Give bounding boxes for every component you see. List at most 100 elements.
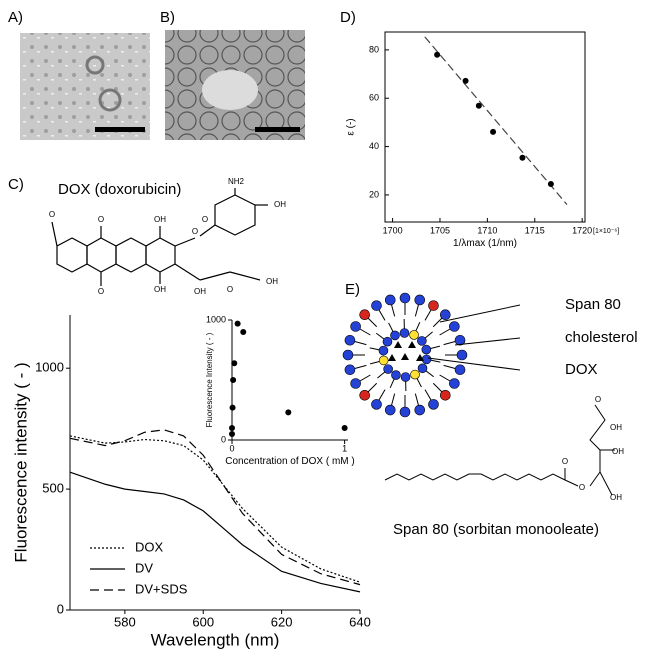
lipid-head: [456, 349, 468, 361]
lipid-tail: [377, 371, 386, 379]
label: Span 80: [565, 296, 621, 313]
lipid-tail: [367, 382, 378, 393]
lipid-head: [399, 328, 410, 338]
lipid-head: [449, 321, 460, 332]
lipid-head: [371, 399, 382, 410]
lipid-head: [414, 294, 426, 306]
lipid-tail: [376, 332, 385, 340]
x-tick-label: 580: [114, 614, 136, 629]
line: [69, 429, 361, 586]
lipid-head: [359, 390, 370, 401]
lipid-tail: [425, 370, 434, 378]
lipid-head: [371, 300, 382, 311]
atom-label: OH: [612, 447, 624, 456]
lipid-tail: [367, 317, 378, 328]
x-tick-label: 1700: [383, 225, 403, 235]
point: [475, 102, 482, 109]
lipid-tail: [439, 374, 451, 382]
lipid-head: [410, 369, 420, 380]
point: [234, 320, 241, 327]
atom-label: O: [98, 287, 104, 296]
y-tick-label: 1000: [35, 360, 64, 375]
lipid-head: [342, 349, 354, 361]
atom-label: O: [202, 215, 208, 224]
point: [285, 409, 292, 416]
atom-label: O: [227, 285, 233, 294]
lipid-tail: [391, 393, 396, 406]
callout: [427, 357, 521, 371]
lipid-head: [428, 300, 439, 311]
lipid-head: [449, 378, 460, 389]
point: [490, 128, 497, 135]
lipid-head: [378, 355, 389, 366]
dox-molecule: [394, 341, 402, 348]
lipid-tail: [369, 347, 380, 351]
lipid-tail: [354, 341, 367, 346]
dox-molecule: [401, 353, 409, 360]
lipid-tail: [424, 309, 432, 321]
lipid-head: [350, 321, 361, 332]
lipid-tail: [443, 341, 456, 346]
lipid-head: [400, 372, 411, 382]
y-tick-label: 80: [369, 44, 379, 54]
lipid-tail: [354, 364, 367, 369]
x-tick-label: 620: [271, 614, 293, 629]
line: [69, 435, 361, 583]
dox-molecule: [408, 341, 416, 348]
lipid-tail: [443, 364, 456, 369]
lipid-tail: [416, 377, 422, 388]
fit-line: [424, 36, 568, 205]
point: [547, 181, 554, 188]
callout: [439, 304, 521, 323]
lipid-head: [359, 309, 370, 320]
lipid-tail: [432, 382, 443, 393]
point: [519, 154, 526, 161]
atom-label: O: [595, 395, 601, 404]
vesicle: [85, 55, 105, 75]
point: [434, 51, 441, 58]
lipid-tail: [359, 328, 371, 336]
y-tick-label: 0: [221, 434, 226, 444]
x-tick-label: 1710: [477, 225, 497, 235]
y-tick-label: 0: [57, 601, 64, 616]
lipid-tail: [439, 328, 451, 336]
dox-molecule: [388, 354, 396, 361]
atom-label: O: [192, 227, 198, 236]
panel-label: A): [8, 9, 23, 26]
molecule-name: Span 80 (sorbitan monooleate): [393, 521, 599, 538]
lipid-head: [417, 363, 428, 374]
lipid-head: [428, 399, 439, 410]
lipid-tail: [388, 322, 394, 333]
lipid-head: [390, 330, 400, 341]
lipid-head: [440, 390, 451, 401]
label: cholesterol: [565, 329, 638, 346]
lipid-head: [383, 364, 393, 374]
x-tick-label: 0: [229, 443, 234, 453]
lipid-head: [399, 292, 411, 304]
lipid-tail: [424, 389, 432, 401]
doxorubicin-structure: [51, 188, 268, 286]
point: [231, 360, 238, 367]
x-tick-label: 1720: [572, 225, 592, 235]
lipid-tail: [414, 304, 419, 317]
y-axis-label: Fluorescence Intensity ( - ): [205, 332, 214, 427]
atom-label: OH: [266, 277, 278, 286]
line: [69, 471, 361, 593]
point: [341, 425, 348, 431]
atom-label: O: [49, 210, 55, 219]
atom-label: O: [579, 483, 585, 492]
y-tick-label: 1000: [206, 314, 226, 324]
molecule-name: DOX (doxorubicin): [58, 181, 181, 198]
lipid-head: [399, 406, 411, 418]
lipid-head: [344, 334, 356, 346]
lipid-tail: [359, 374, 371, 382]
y-axis-label: Fluorescence intensity ( - ): [11, 362, 30, 562]
y-tick-label: 500: [42, 481, 64, 496]
point: [229, 404, 236, 411]
lipid-head: [409, 330, 419, 340]
lipid-tail: [430, 345, 441, 350]
scale-bar: [95, 127, 145, 132]
point: [240, 329, 247, 335]
x-axis-label: Wavelength (nm): [151, 631, 280, 650]
legend-label: DOX: [135, 539, 164, 554]
